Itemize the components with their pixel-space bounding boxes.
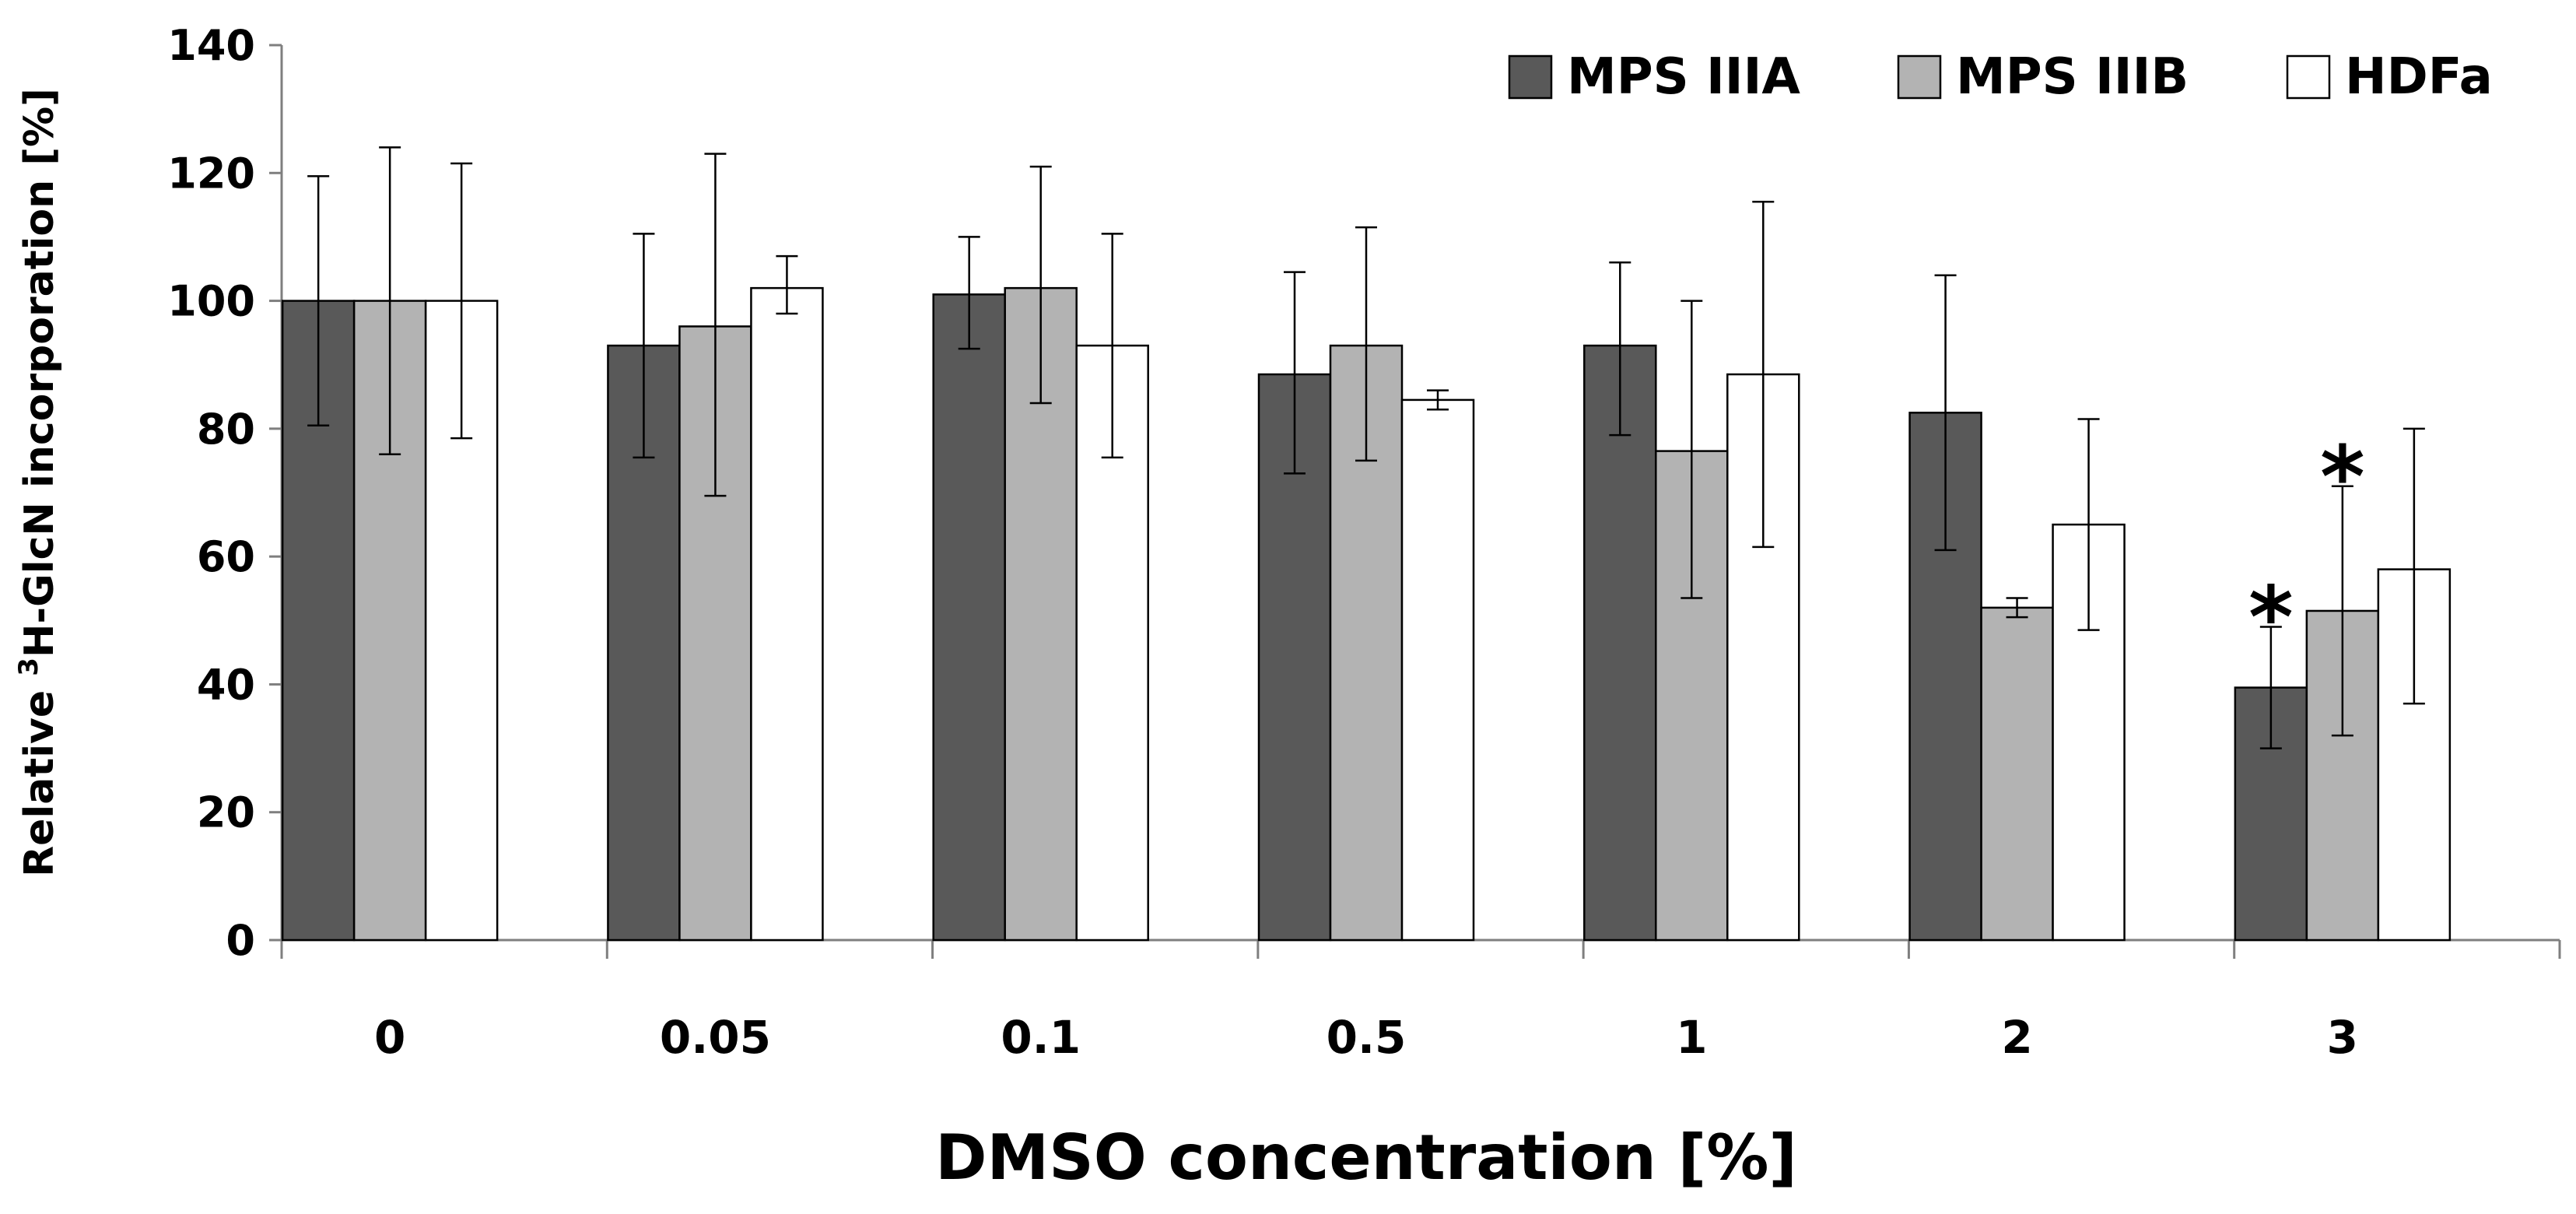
legend-swatch-mps-iiib (1897, 54, 1942, 100)
bar-mps-iiia-1 (1583, 344, 1657, 942)
x-axis-title: DMSO concentration [%] (935, 1121, 1797, 1194)
y-tick-label: 60 (197, 532, 255, 581)
legend-label-mps-iiia: MPS IIIA (1567, 48, 1800, 106)
legend-swatch-hdfa (2286, 54, 2331, 100)
legend-label-hdfa: HDFa (2345, 48, 2493, 106)
y-tick-label: 40 (197, 660, 255, 709)
x-tick-label: 3 (2327, 1011, 2358, 1064)
bar-hdfa-0-05 (750, 286, 824, 942)
bar-mps-iiia-0-1 (932, 293, 1006, 942)
x-tick-label: 0.05 (660, 1011, 771, 1064)
y-axis-title: Relative 3H-GlcN incorporation [%] (13, 88, 63, 877)
x-tick-label: 0 (374, 1011, 405, 1064)
x-tick-label: 2 (2001, 1011, 2032, 1064)
bar-hdfa-0-5 (1400, 398, 1475, 942)
y-tick-label: 20 (197, 788, 255, 837)
y-tick-label: 140 (167, 21, 255, 70)
bar-mps-iiib-2 (1980, 606, 2054, 942)
y-tick-label: 80 (197, 405, 255, 454)
x-tick-label: 1 (1676, 1011, 1707, 1064)
significance-marker: * (2248, 568, 2294, 668)
y-tick-label: 0 (226, 916, 255, 965)
x-tick-label: 0.5 (1327, 1011, 1407, 1064)
legend-label-mps-iiib: MPS IIIB (1956, 48, 2189, 106)
x-tick-label: 0.1 (1001, 1011, 1081, 1064)
y-tick-label: 120 (167, 149, 255, 198)
y-tick-label: 100 (167, 277, 255, 326)
legend-swatch-mps-iiia (1508, 54, 1553, 100)
significance-marker: * (2320, 427, 2365, 527)
